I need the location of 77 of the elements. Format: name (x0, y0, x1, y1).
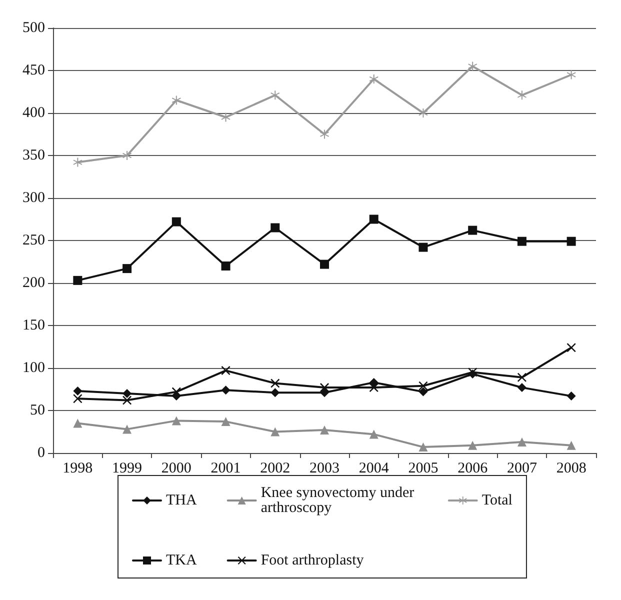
point (122, 396, 132, 405)
y-tick-label: 0 (38, 445, 45, 461)
x-tick-label: 2005 (408, 460, 438, 476)
x-tick-label: 2001 (210, 460, 241, 476)
x-tick-label: 2002 (260, 460, 290, 476)
point (517, 90, 526, 100)
point (418, 108, 428, 118)
point (221, 112, 230, 122)
legend-label: Total (482, 492, 512, 508)
x-tick-label: 2000 (161, 460, 192, 476)
point (73, 418, 82, 428)
y-tick-label: 400 (22, 105, 45, 121)
x-tick-label: 2003 (310, 460, 340, 476)
y-tick-label: 200 (22, 275, 45, 291)
point (369, 378, 378, 387)
point (517, 437, 526, 446)
point (172, 96, 181, 105)
point (566, 70, 576, 80)
point (221, 262, 230, 270)
y-tick-label: 350 (22, 148, 45, 164)
point (320, 260, 329, 269)
x-tick-label: 2008 (556, 460, 586, 476)
point (221, 417, 230, 426)
point (122, 424, 132, 434)
y-tick-label: 500 (22, 20, 45, 36)
legend-label: Foot arthroplasty (260, 552, 364, 568)
point (468, 440, 478, 450)
point (566, 392, 576, 401)
point (369, 383, 378, 392)
point (418, 381, 428, 390)
point (122, 389, 132, 398)
point (221, 386, 230, 395)
x-tick-label: 2004 (358, 460, 390, 476)
legend-label: THA (166, 492, 197, 508)
legend-label: Knee synovectomy under arthroscopy (260, 485, 418, 516)
point (517, 383, 526, 392)
point (418, 242, 428, 252)
point (517, 372, 526, 382)
point (270, 223, 280, 232)
point (468, 62, 478, 71)
point (517, 236, 526, 246)
point (73, 394, 82, 404)
x-tick-label: 1998 (62, 460, 93, 476)
point (320, 130, 329, 139)
point (369, 74, 378, 84)
x-tick-label: 2006 (458, 460, 488, 476)
point (221, 366, 230, 376)
point (369, 430, 378, 439)
point (270, 378, 280, 388)
point (73, 158, 82, 167)
y-tick-label: 100 (22, 360, 45, 376)
point (73, 276, 82, 285)
point (566, 440, 576, 450)
point (566, 343, 576, 352)
y-tick-label: 50 (30, 402, 45, 418)
point (418, 387, 428, 396)
point (270, 388, 280, 398)
x-tick-label: 1999 (112, 460, 142, 476)
point (73, 386, 82, 396)
point (270, 90, 280, 100)
y-tick-label: 150 (22, 318, 45, 334)
point (566, 236, 576, 246)
point (320, 388, 329, 398)
point (122, 151, 132, 160)
point (172, 416, 181, 426)
y-tick-label: 300 (22, 190, 45, 206)
y-tick-label: 250 (22, 232, 45, 248)
point (270, 427, 280, 436)
point (320, 426, 329, 435)
point (172, 217, 181, 226)
legend-label: TKA (166, 552, 197, 568)
x-tick-label: 2007 (506, 460, 538, 476)
y-tick-label: 450 (22, 62, 45, 78)
point (369, 214, 378, 224)
point (418, 442, 428, 452)
point (122, 264, 132, 274)
point (468, 226, 478, 235)
